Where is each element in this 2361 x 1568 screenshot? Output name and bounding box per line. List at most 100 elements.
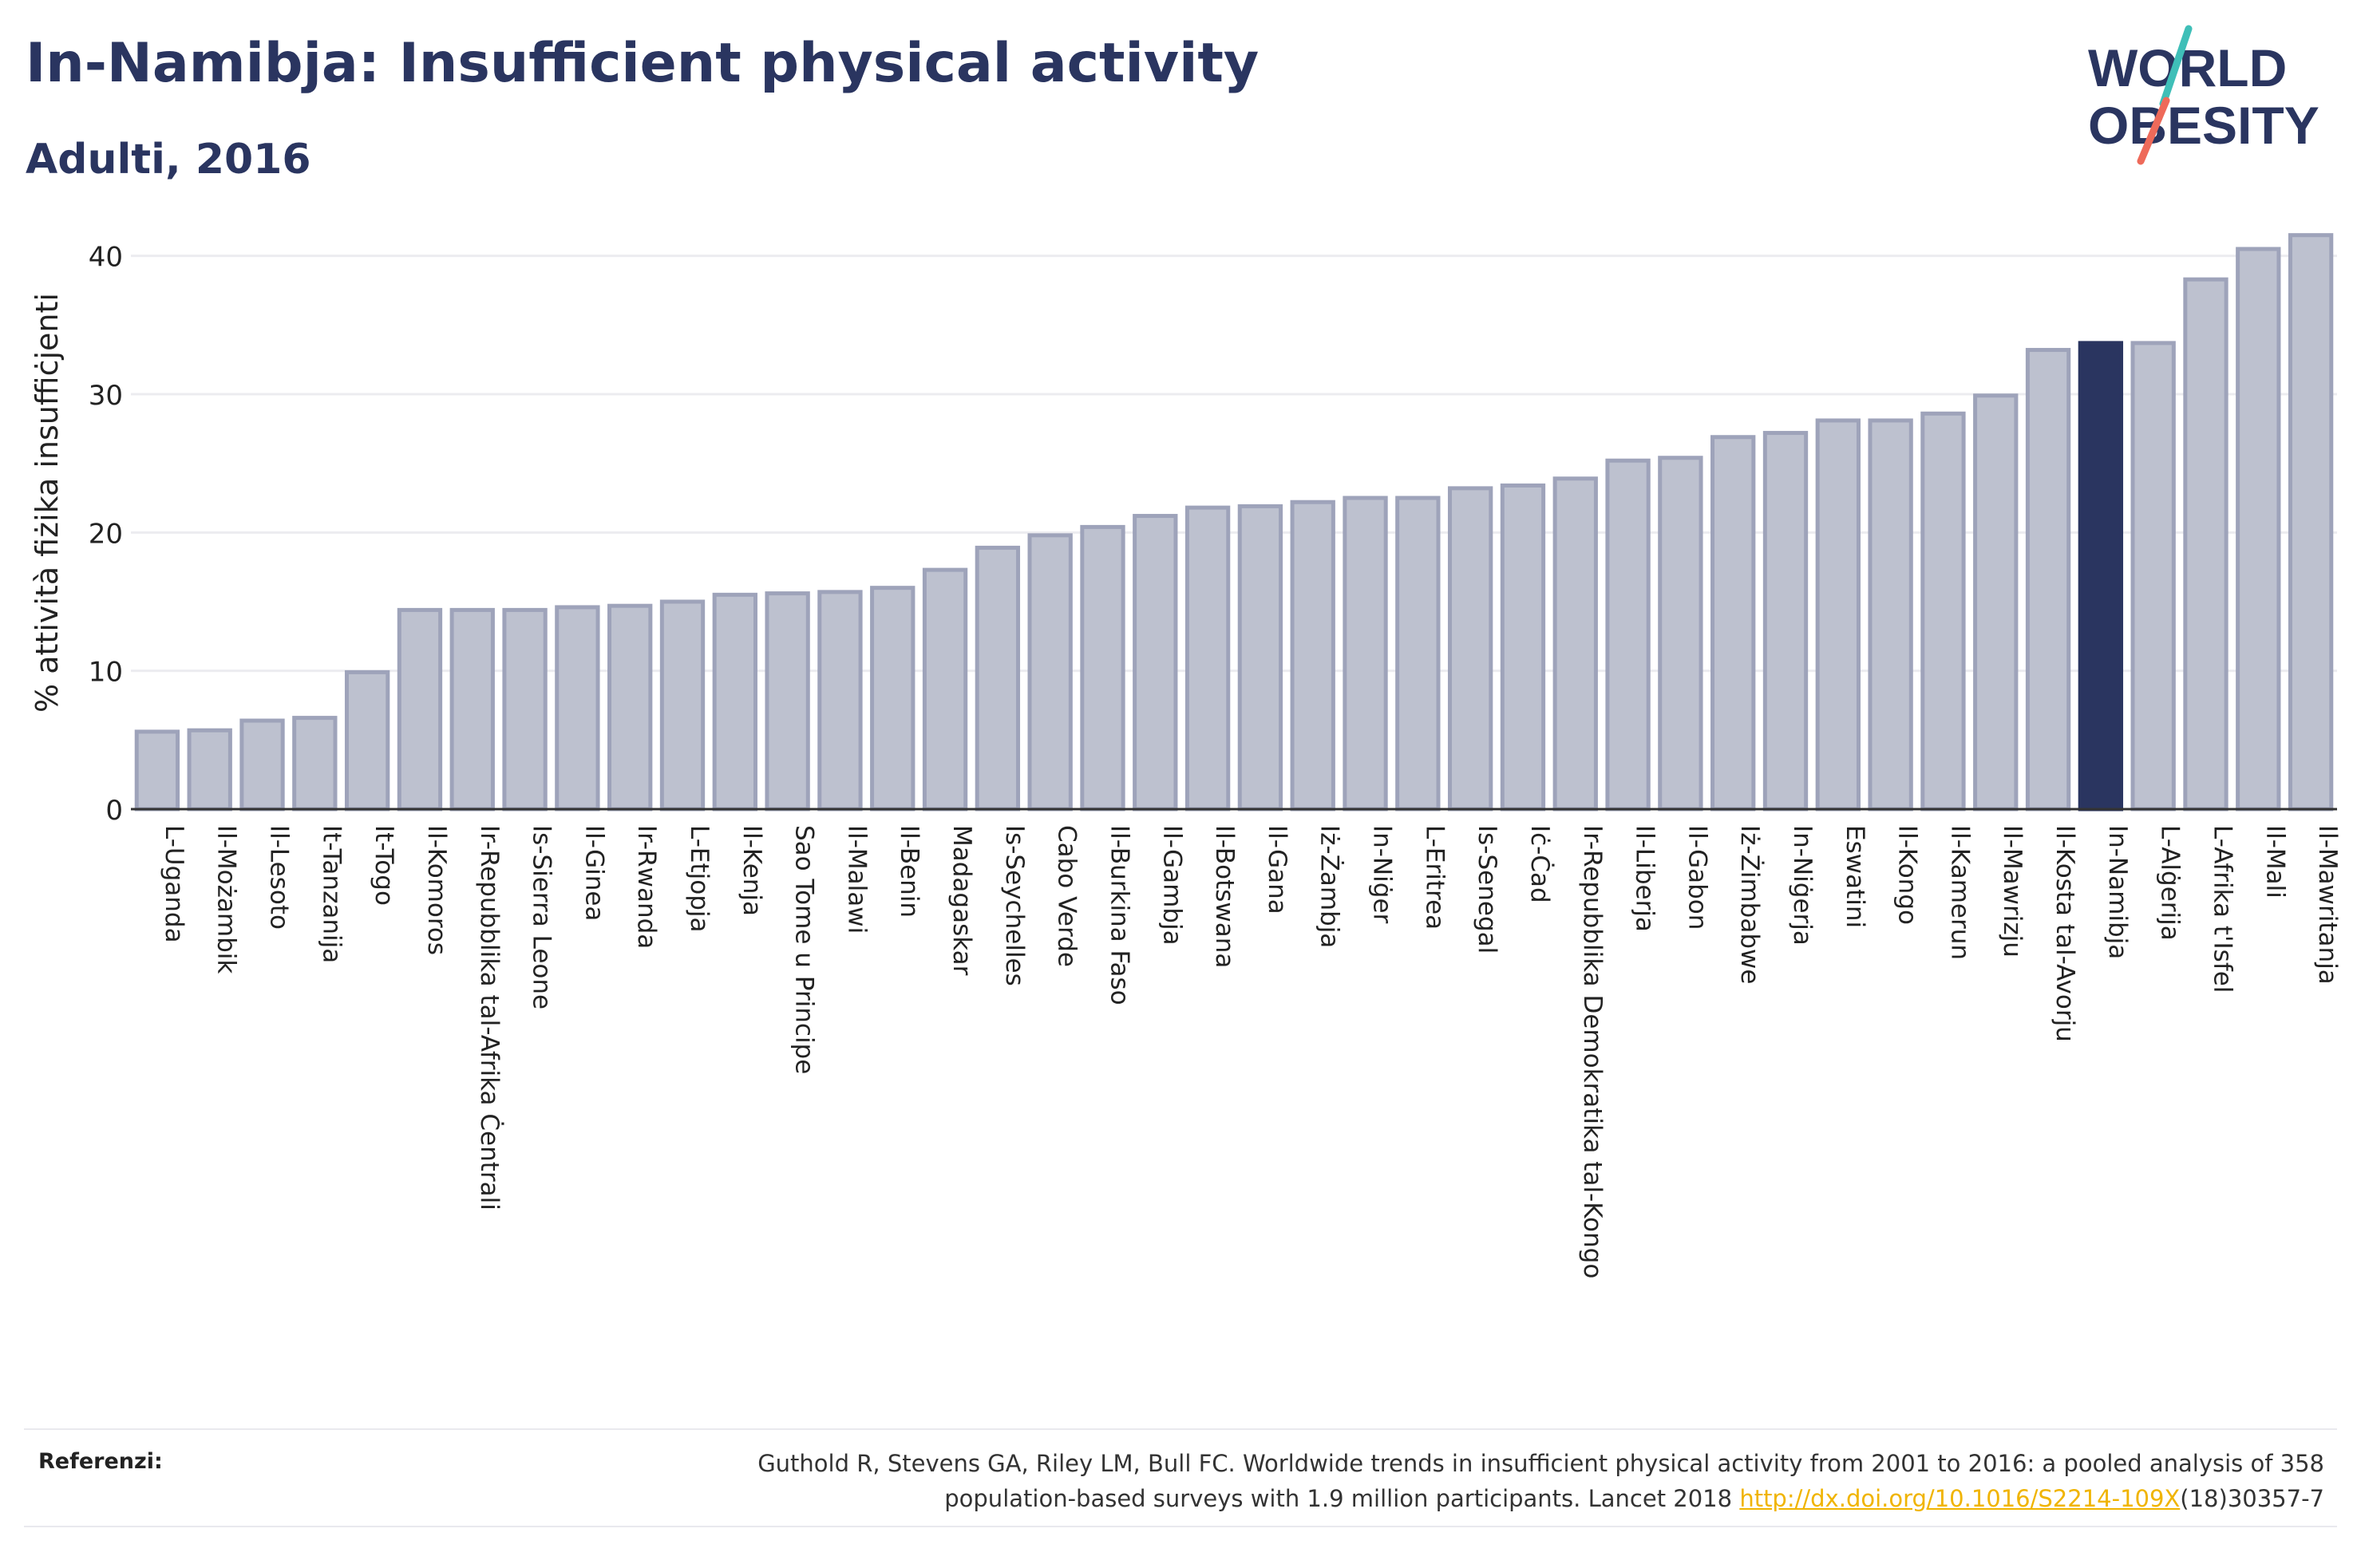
references-line1: Guthold R, Stevens GA, Riley LM, Bull FC… <box>757 1450 2324 1477</box>
x-tick-label: Il-Ginea <box>579 825 608 921</box>
bar <box>239 718 285 812</box>
y-tick-label: 10 <box>89 657 123 689</box>
x-tick-label: Is-Senegal <box>1473 825 1501 954</box>
doi-link[interactable]: http://dx.doi.org/10.1016/S2214-109X <box>1739 1485 2181 1512</box>
bar <box>1605 458 1651 812</box>
y-axis-ticks: 0 10 20 30 40 <box>89 242 123 827</box>
bar <box>2130 341 2176 812</box>
x-tick-label: Is-Seychelles <box>1000 825 1029 986</box>
x-tick-label: Il-Kenja <box>738 825 766 916</box>
bar <box>449 607 495 812</box>
x-tick-label: L-Afrika t'Isfel <box>2208 825 2236 993</box>
x-tick-label: Ir-Repubblika Demokratika tal-Kongo <box>1578 825 1607 1278</box>
bars <box>134 233 2334 812</box>
y-tick-label: 0 <box>105 795 123 827</box>
logo-slash-coral <box>2137 97 2170 165</box>
x-tick-label: Il-Malawi <box>842 825 871 934</box>
references-line2-prefix: population-based surveys with 1.9 millio… <box>944 1485 1740 1512</box>
logo-line-world: WORLD <box>2088 38 2287 97</box>
bar <box>1237 504 1283 812</box>
bar <box>1552 476 1598 812</box>
x-tick-label: Il-Kosta tal-Avorju <box>2051 825 2079 1042</box>
bar <box>1920 411 1966 812</box>
x-tick-label: Ir-Repubblika tal-Afrika Ċentrali <box>475 825 504 1211</box>
bar <box>817 590 863 812</box>
x-tick-label: Il-Burkina Faso <box>1105 825 1133 1005</box>
bar <box>502 607 548 812</box>
x-tick-label: Il-Gabon <box>1683 825 1711 930</box>
bar <box>975 545 1021 812</box>
x-tick-label: It-Tanzanija <box>317 825 346 963</box>
bar <box>870 586 916 812</box>
x-tick-label: Il-Liberja <box>1631 825 1659 932</box>
bar <box>607 603 653 812</box>
bar <box>1080 524 1125 812</box>
x-tick-label: Cabo Verde <box>1053 825 1082 967</box>
x-tick-label: Il-Możambik <box>212 825 241 974</box>
bar <box>1815 418 1861 812</box>
x-tick-label: Ir-Rwanda <box>632 825 661 949</box>
x-tick-label: In-Namibja <box>2103 825 2132 959</box>
bar <box>765 591 810 812</box>
references-line2-suffix: (18)30357-7 <box>2180 1485 2324 1512</box>
footer-divider-bottom <box>24 1526 2337 1527</box>
x-tick-label: Iċ-Ċad <box>1525 825 1555 903</box>
y-tick-label: 30 <box>89 380 123 412</box>
references-label: Referenzi: <box>38 1449 163 1474</box>
page-title: In-Namibja: Insufficient physical activi… <box>26 32 1260 95</box>
bar <box>1868 418 1913 812</box>
x-tick-label: Il-Kongo <box>1893 825 1922 925</box>
x-tick-label: Madagaskar <box>947 825 976 976</box>
bar <box>659 599 706 812</box>
x-tick-label: L-Uganda <box>160 825 188 943</box>
footer-divider-top <box>24 1428 2337 1430</box>
x-tick-label: Is-Sierra Leone <box>528 825 556 1009</box>
bar <box>187 728 232 812</box>
bar <box>397 607 443 812</box>
logo-slash-teal <box>2159 25 2193 108</box>
x-tick-label: Il-Lesoto <box>265 825 294 930</box>
y-tick-label: 20 <box>89 518 123 550</box>
x-tick-label: Il-Kamerun <box>1945 825 1974 960</box>
bar <box>1027 533 1073 812</box>
bar <box>2183 277 2229 812</box>
x-tick-label: In-Niġerja <box>1788 825 1817 946</box>
x-tick-label: It-Togo <box>370 825 398 906</box>
x-tick-label: In-Niġer <box>1368 825 1397 924</box>
x-tick-label: L-Etjopja <box>685 825 714 933</box>
page-subtitle: Adulti, 2016 <box>26 136 311 184</box>
bar <box>1184 505 1231 812</box>
bar <box>1343 496 1388 812</box>
x-tick-label: Eswatini <box>1841 825 1869 928</box>
x-tick-label: L-Alġerija <box>2156 825 2185 941</box>
x-tick-label: Iż-Żimbabwe <box>1735 825 1764 984</box>
logo-line-obesity: OBESITY <box>2088 96 2319 155</box>
x-tick-label: Il-Mawritanja <box>2313 825 2342 985</box>
x-tick-label: Il-Komoros <box>422 825 451 955</box>
bar <box>1710 435 1756 812</box>
bar-chart: 0 10 20 30 40 L-Uganda Il-Możambik Il-Lesoto It… <box>30 233 2342 1278</box>
bar <box>2078 341 2124 812</box>
x-tick-label: Il-Mali <box>2260 825 2289 899</box>
bar <box>1500 483 1546 812</box>
x-tick-label: Sao Tome u Principe <box>790 825 819 1074</box>
bar <box>922 567 968 812</box>
bar <box>2025 348 2071 812</box>
world-obesity-logo: WORLD OBESITY <box>2088 25 2319 165</box>
x-tick-label: Il-Botswana <box>1210 825 1239 968</box>
bar <box>344 669 390 812</box>
bar <box>2236 247 2281 812</box>
bar <box>555 605 600 812</box>
x-tick-label: Il-Gana <box>1263 825 1291 914</box>
bar <box>1133 514 1178 812</box>
bar <box>134 729 180 812</box>
bar <box>1447 486 1493 812</box>
y-axis-title: % attività fiżika insuffiċjenti <box>30 293 65 713</box>
x-tick-label: Il-Benin <box>895 825 923 918</box>
gridlines <box>131 255 2337 673</box>
bar <box>2288 233 2334 812</box>
bar <box>292 716 338 812</box>
bar <box>1658 456 1703 812</box>
x-axis-labels: L-Uganda Il-Możambik Il-Lesoto It-Tanzanija… <box>160 825 2342 1278</box>
bar <box>1973 393 2019 812</box>
